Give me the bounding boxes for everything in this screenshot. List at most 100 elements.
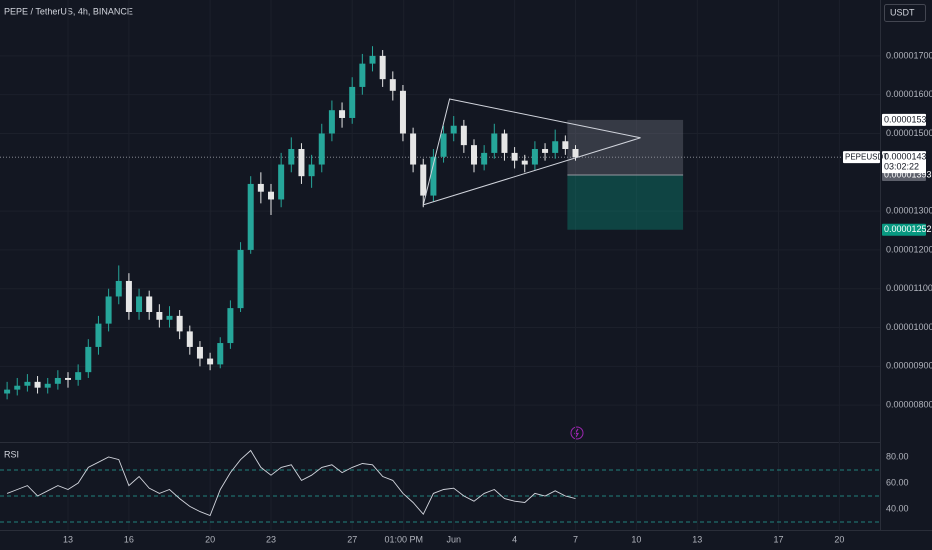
y-tick-label: 0.00001100 (886, 283, 932, 293)
candle-body (207, 358, 214, 365)
candle-body (146, 296, 153, 312)
candle-body (308, 164, 315, 177)
rsi-tick-label: 60.00 (886, 477, 909, 487)
x-tick-label: Jun (446, 534, 461, 544)
candle-body (359, 63, 366, 87)
candle-body (430, 156, 437, 196)
rsi-tick-label: 40.00 (886, 503, 909, 513)
candle-body (166, 315, 173, 320)
candle-body (115, 280, 122, 297)
x-tick-label: 10 (631, 534, 641, 544)
candle-body (420, 164, 427, 196)
candle-body (450, 125, 457, 134)
target-price-label-box (882, 223, 926, 236)
candle-body (156, 312, 163, 320)
y-tick-label: 0.00001600 (886, 89, 932, 99)
candle-body (339, 110, 346, 118)
candle-body (511, 152, 518, 161)
x-tick-label: 13 (692, 534, 702, 544)
symbol-box (843, 151, 880, 164)
currency-label[interactable]: USDT (890, 7, 915, 17)
candle-body (572, 149, 579, 158)
x-tick-label: 20 (834, 534, 844, 544)
candle-body (44, 383, 51, 388)
position-target-zone (567, 175, 684, 230)
candle-body (85, 346, 92, 373)
candle-body (14, 385, 21, 390)
y-tick-label: 0.00001500 (886, 128, 932, 138)
candle-body (491, 133, 498, 153)
x-tick-label: 7 (573, 534, 578, 544)
candle-body (501, 133, 508, 153)
rsi-line (6, 449, 576, 517)
target-price-label: 0.00001252 (884, 224, 932, 234)
x-tick-label: 16 (124, 534, 134, 544)
candle-body (196, 346, 203, 359)
candle-body (105, 296, 112, 324)
candle-body (227, 308, 234, 344)
candle-body (460, 125, 467, 146)
event-icon[interactable] (570, 426, 584, 440)
x-tick-label: 17 (773, 534, 783, 544)
x-tick-label: 01:00 PM (384, 534, 423, 544)
rsi-tick-label: 80.00 (886, 451, 909, 461)
candle-body (237, 249, 244, 309)
candle-body (481, 152, 488, 165)
x-tick-label: 4 (512, 534, 517, 544)
candle-body (4, 389, 11, 394)
candle-body (328, 110, 335, 134)
candle-body (521, 160, 528, 165)
event-icon-bolt (573, 428, 580, 438)
x-tick-label: 23 (266, 534, 276, 544)
candle-body (186, 331, 193, 347)
candle-body (542, 149, 549, 153)
rsi-label: RSI (4, 449, 19, 459)
stop-price-label: 0.00001535 (884, 114, 932, 124)
candle-body (552, 141, 559, 153)
candle-body (562, 141, 569, 150)
candle-body (24, 381, 31, 386)
stop-price-label-box (882, 113, 926, 126)
y-tick-label: 0.00001200 (886, 244, 932, 254)
candle-body (440, 133, 447, 157)
y-tick-label: 0.00001700 (886, 50, 932, 60)
candle-body (318, 133, 325, 165)
candle-body (369, 55, 376, 64)
candle-body (217, 343, 224, 365)
x-tick-label: 27 (347, 534, 357, 544)
candle-body (54, 377, 61, 384)
candle-body (34, 381, 41, 388)
x-tick-label: 20 (205, 534, 215, 544)
y-tick-label: 0.00001000 (886, 322, 932, 332)
candle-body (257, 183, 264, 192)
candle-body (176, 315, 183, 332)
candle-body (278, 164, 285, 200)
candle-body (268, 191, 275, 200)
triangle-pattern (422, 98, 641, 206)
candle-body (95, 323, 102, 347)
candle-body (531, 149, 538, 165)
candle-body (65, 377, 72, 380)
last-price-box (882, 151, 926, 174)
candle-body (288, 149, 295, 165)
currency-button[interactable] (884, 4, 926, 22)
candle-body (247, 183, 254, 250)
last-price-label: 0.00001439 (884, 152, 932, 162)
candle-body (471, 145, 478, 165)
candle-body (298, 149, 305, 177)
symbol-label: PEPEUSDT (845, 152, 888, 161)
x-tick-label: 13 (63, 534, 73, 544)
candle-body (349, 86, 356, 118)
candle-body (410, 133, 417, 165)
y-tick-label: 0.00000900 (886, 361, 932, 371)
candle-body (125, 280, 132, 312)
y-tick-label: 0.00000800 (886, 400, 932, 410)
candle-body (399, 90, 406, 134)
candle-body (136, 296, 143, 312)
candle-body (75, 372, 82, 380)
y-tick-label: 0.00001300 (886, 205, 932, 215)
candle-body (379, 55, 386, 80)
countdown-label: 03:02:22 (884, 162, 919, 172)
